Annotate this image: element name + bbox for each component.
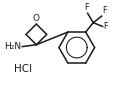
Text: HCl: HCl [14, 64, 32, 74]
Text: F: F [84, 3, 89, 12]
Text: H₂N: H₂N [4, 42, 21, 51]
Text: O: O [33, 14, 40, 23]
Text: F: F [104, 22, 108, 31]
Text: F: F [103, 6, 107, 15]
